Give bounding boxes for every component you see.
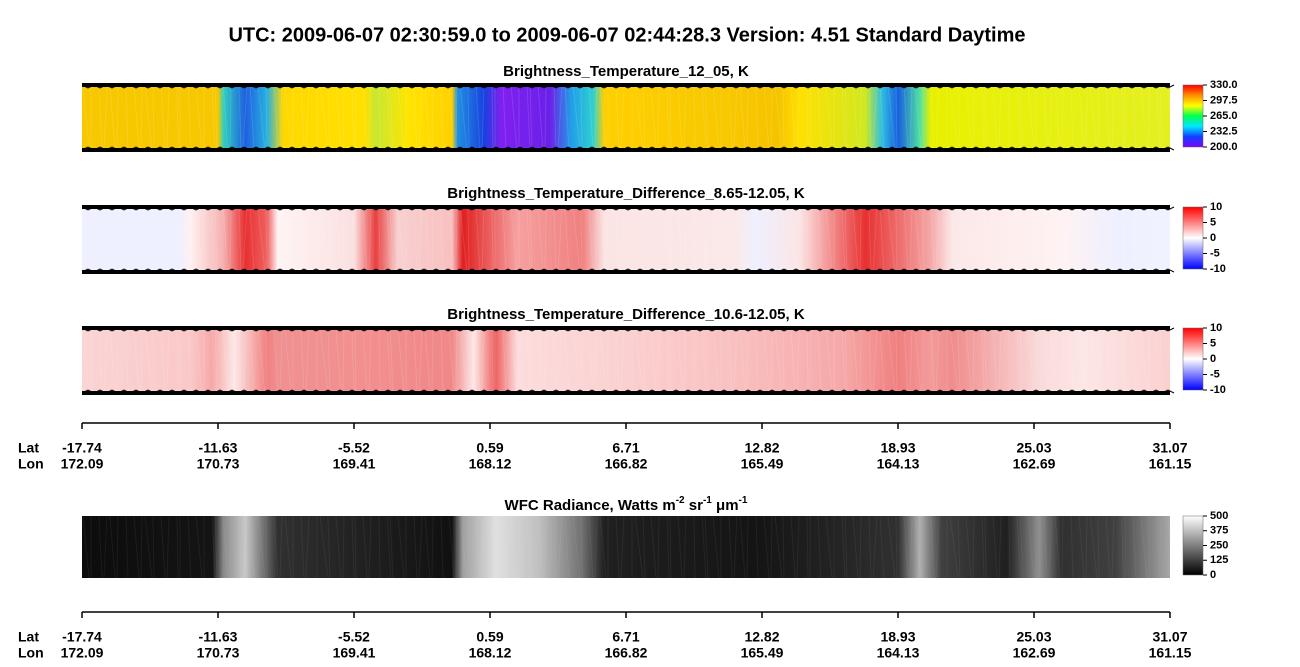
lon-label: 164.13 <box>877 645 920 661</box>
figure-title: UTC: 2009-06-07 02:30:59.0 to 2009-06-07… <box>228 24 1025 46</box>
lat-label: 0.59 <box>476 629 503 645</box>
swath-edge <box>82 205 1170 209</box>
swath-edge-teeth <box>81 84 1175 89</box>
colorbar-tick-label: 0 <box>1210 569 1216 581</box>
swath-edge <box>82 391 1170 395</box>
lon-label: 162.69 <box>1013 645 1056 661</box>
lat-label: -5.52 <box>338 629 370 645</box>
lon-label: 161.15 <box>1149 456 1192 472</box>
colorbar-tick-label: 250 <box>1210 539 1228 551</box>
colorbar-tick-label: 375 <box>1210 525 1228 537</box>
swath-edge-teeth <box>81 268 1175 273</box>
lat-label: 31.07 <box>1152 440 1187 456</box>
colorbar-tick-label: 10 <box>1210 201 1222 213</box>
title-part: μm <box>712 497 739 514</box>
lat-label: 6.71 <box>612 440 639 456</box>
colorbar-tick-label: 125 <box>1210 554 1228 566</box>
colorbar-tick-label: 297.5 <box>1210 94 1238 106</box>
colorbar-tick-label: 330.0 <box>1210 79 1238 91</box>
swath-image <box>82 207 1170 272</box>
panel-title: Brightness_Temperature_Difference_8.65-1… <box>447 185 805 202</box>
colorbar-tick-label: 0 <box>1210 232 1216 244</box>
colorbar-tick-label: -10 <box>1210 263 1226 275</box>
colorbar-tick-label: 5 <box>1210 216 1216 228</box>
colorbar <box>1182 515 1204 576</box>
lat-label: -17.74 <box>62 440 102 456</box>
lon-label: 169.41 <box>333 645 376 661</box>
title-part: sr <box>685 497 704 514</box>
lon-label: 165.49 <box>741 645 784 661</box>
lat-label: -11.63 <box>199 440 238 456</box>
title-part: WFC Radiance, Watts m <box>505 497 676 514</box>
colorbar-tick-label: 265.0 <box>1210 110 1238 122</box>
swath-edge-teeth <box>81 146 1175 151</box>
lon-label: 166.82 <box>605 645 648 661</box>
lon-label: 170.73 <box>197 456 240 472</box>
swath-edge <box>82 148 1170 152</box>
axis-row-label: Lat <box>18 440 39 456</box>
lat-label: -5.52 <box>338 440 370 456</box>
lat-label: 25.03 <box>1016 629 1051 645</box>
axis-row-label: Lon <box>18 456 44 472</box>
lat-label: 25.03 <box>1016 440 1051 456</box>
lat-label: -11.63 <box>199 629 238 645</box>
axis-row-label: Lon <box>18 645 44 661</box>
lon-label: 170.73 <box>197 645 240 661</box>
lat-label: 6.71 <box>612 629 639 645</box>
colorbar-tick-label: -5 <box>1210 247 1220 259</box>
panel-title: Brightness_Temperature_Difference_10.6-1… <box>447 306 805 323</box>
swath-image <box>82 516 1170 578</box>
lon-label: 164.13 <box>877 456 920 472</box>
colorbar-tick-label: 500 <box>1210 510 1228 522</box>
lat-label: 18.93 <box>880 440 915 456</box>
colorbar-tick-label: -5 <box>1210 368 1220 380</box>
swath-edge <box>82 326 1170 330</box>
swath-edge-teeth <box>81 327 1175 332</box>
colorbar-tick-label: 5 <box>1210 337 1216 349</box>
panel-title: Brightness_Temperature_12_05, K <box>503 63 749 80</box>
lon-label: 168.12 <box>469 645 512 661</box>
lon-label: 169.41 <box>333 456 376 472</box>
title-part: -1 <box>739 495 748 506</box>
lat-label: 18.93 <box>880 629 915 645</box>
lon-label: 166.82 <box>605 456 648 472</box>
swath-edge-teeth <box>81 389 1175 394</box>
swath-edge-teeth <box>81 206 1175 211</box>
colorbar-tick-label: 200.0 <box>1210 141 1238 153</box>
swath-image <box>82 328 1170 393</box>
title-part: -2 <box>676 495 685 506</box>
lat-label: 31.07 <box>1152 629 1187 645</box>
axis-row-label: Lat <box>18 629 39 645</box>
lon-label: 172.09 <box>61 456 104 472</box>
colorbar-tick-label: 232.5 <box>1210 125 1238 137</box>
panel-title: WFC Radiance, Watts m-2 sr-1 μm-1 <box>505 495 748 514</box>
lat-label: 12.82 <box>744 440 779 456</box>
colorbar <box>1182 327 1204 391</box>
lon-label: 168.12 <box>469 456 512 472</box>
colorbar-tick-label: 10 <box>1210 322 1222 334</box>
lon-label: 165.49 <box>741 456 784 472</box>
colorbar <box>1182 206 1204 270</box>
swath-edge <box>82 270 1170 274</box>
colorbar-tick-label: -10 <box>1210 384 1226 396</box>
colorbar <box>1182 84 1204 148</box>
lat-label: 0.59 <box>476 440 503 456</box>
lat-label: -17.74 <box>62 629 102 645</box>
lon-label: 162.69 <box>1013 456 1056 472</box>
title-part: -1 <box>703 495 712 506</box>
lon-label: 172.09 <box>61 645 104 661</box>
swath-edge <box>82 83 1170 87</box>
lat-label: 12.82 <box>744 629 779 645</box>
lon-label: 161.15 <box>1149 645 1192 661</box>
colorbar-tick-label: 0 <box>1210 353 1216 365</box>
swath-image <box>82 85 1170 150</box>
